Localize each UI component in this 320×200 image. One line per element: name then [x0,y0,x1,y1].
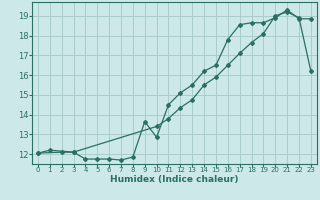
X-axis label: Humidex (Indice chaleur): Humidex (Indice chaleur) [110,175,239,184]
